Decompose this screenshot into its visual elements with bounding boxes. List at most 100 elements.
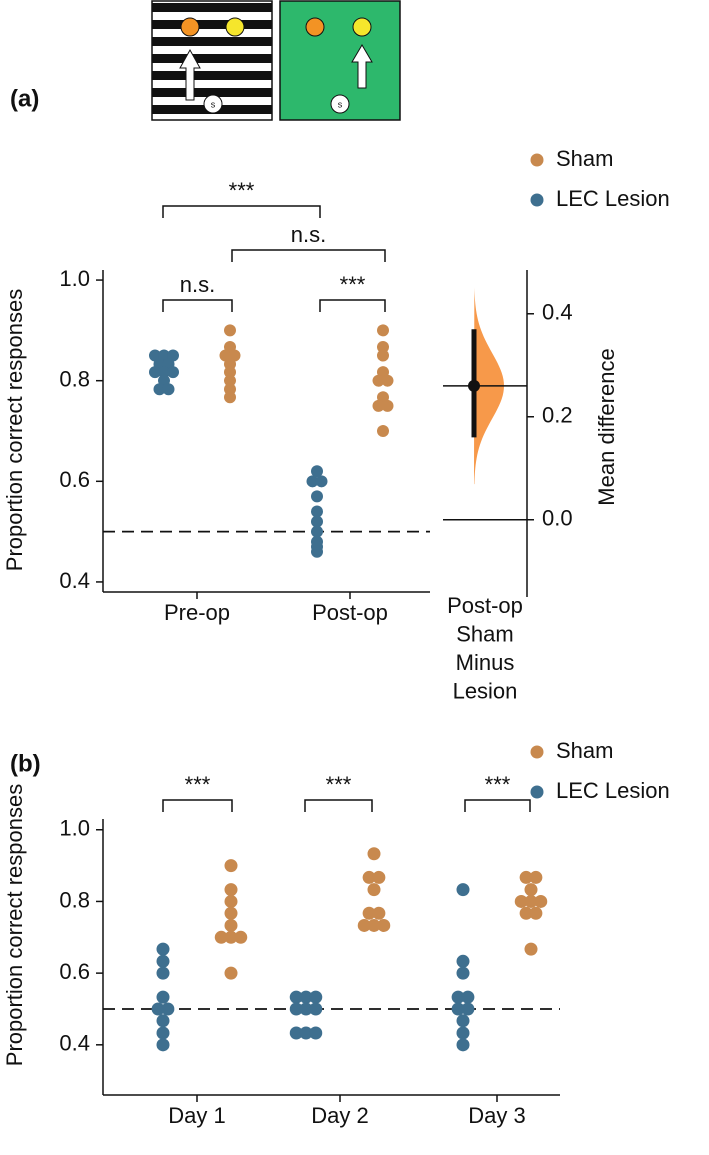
effect-label: Post-op — [447, 593, 523, 618]
data-point — [367, 918, 381, 932]
data-point — [524, 883, 538, 897]
y-tick-label: 0.4 — [59, 1031, 90, 1056]
data-point — [289, 1026, 303, 1040]
data-point — [372, 374, 385, 387]
y-tick-label: 1.0 — [59, 266, 90, 291]
data-point — [156, 1026, 170, 1040]
significance-bracket — [319, 299, 386, 312]
data-point — [519, 906, 533, 920]
data-point — [299, 990, 313, 1004]
significance-label: n.s. — [180, 272, 215, 297]
data-point — [224, 930, 238, 944]
data-point — [151, 1002, 165, 1016]
data-point — [377, 340, 389, 353]
x-tick-label: Pre-op — [164, 600, 230, 625]
significance-bracket — [464, 799, 531, 812]
data-point — [456, 954, 470, 968]
data-point — [524, 942, 538, 956]
data-point — [381, 399, 394, 412]
y-tick-label: 0.8 — [59, 887, 90, 912]
data-point — [289, 1002, 303, 1016]
data-point — [315, 475, 328, 488]
orange-object — [305, 17, 325, 37]
data-point — [451, 990, 465, 1004]
data-point — [153, 383, 166, 396]
data-point — [306, 475, 319, 488]
data-point — [534, 894, 548, 908]
data-point — [299, 1026, 313, 1040]
data-point — [456, 1014, 470, 1028]
data-point — [161, 1002, 175, 1016]
data-point — [311, 490, 323, 503]
significance-label: *** — [340, 272, 366, 297]
significance-label: *** — [229, 178, 255, 203]
start-circle — [203, 94, 223, 114]
data-point — [461, 1002, 475, 1016]
data-point — [224, 883, 238, 897]
data-point — [367, 883, 381, 897]
x-tick-label: Day 3 — [468, 1103, 525, 1128]
mean-difference — [468, 379, 480, 392]
data-point — [456, 1026, 470, 1040]
yellow-object — [352, 17, 372, 37]
data-point — [519, 870, 533, 884]
data-point — [289, 990, 303, 1004]
data-point — [311, 505, 323, 518]
data-point — [529, 906, 543, 920]
data-point — [299, 1002, 313, 1016]
data-point — [156, 942, 170, 956]
significance-label: *** — [185, 772, 211, 797]
x-tick-label: Post-op — [312, 600, 388, 625]
data-point — [224, 374, 236, 387]
data-point — [372, 399, 385, 412]
significance-bracket — [231, 249, 386, 262]
significance-label: *** — [326, 772, 352, 797]
data-point — [156, 954, 170, 968]
yellow-object — [225, 17, 245, 37]
data-point — [234, 930, 248, 944]
data-point — [156, 990, 170, 1004]
data-point — [158, 366, 170, 379]
x-tick-label: Day 1 — [168, 1103, 225, 1128]
data-point — [456, 1038, 470, 1052]
data-point — [224, 966, 238, 980]
data-point — [377, 425, 389, 437]
data-point — [377, 918, 391, 932]
data-point — [224, 918, 238, 932]
data-point — [461, 990, 475, 1004]
schematic: s s — [151, 0, 401, 121]
effect-label: Minus — [456, 650, 515, 675]
legend-label: LEC Lesion — [556, 186, 670, 211]
panel-label: (b) — [10, 750, 41, 777]
y-axis-label: Proportion correct responses — [2, 289, 27, 571]
start-label: s — [338, 99, 343, 109]
start-label: s — [211, 99, 216, 109]
data-point — [362, 906, 376, 920]
legend-marker — [530, 785, 544, 799]
data-point — [451, 1002, 465, 1016]
data-point — [224, 366, 236, 379]
data-point — [167, 366, 179, 379]
data-point — [311, 515, 323, 528]
significance-bracket — [162, 799, 233, 812]
data-point — [381, 374, 394, 387]
data-point — [377, 324, 389, 337]
effect-label: Lesion — [453, 678, 518, 703]
data-point — [224, 906, 238, 920]
data-point — [309, 990, 323, 1004]
y-axis-label: Proportion correct responses — [2, 784, 27, 1066]
y-tick-label: 0.4 — [59, 568, 90, 593]
y-tick-label: 0.8 — [59, 367, 90, 392]
y2-tick-label: 0.4 — [542, 300, 573, 325]
data-point — [524, 894, 538, 908]
data-point — [529, 870, 543, 884]
legend-label: Sham — [556, 738, 613, 763]
y2-axis-label: Mean difference — [594, 348, 619, 505]
legend-marker — [530, 153, 544, 167]
legend-marker — [530, 745, 544, 759]
legend-marker — [530, 193, 544, 207]
legend-label: Sham — [556, 146, 613, 171]
data-point — [156, 1014, 170, 1028]
